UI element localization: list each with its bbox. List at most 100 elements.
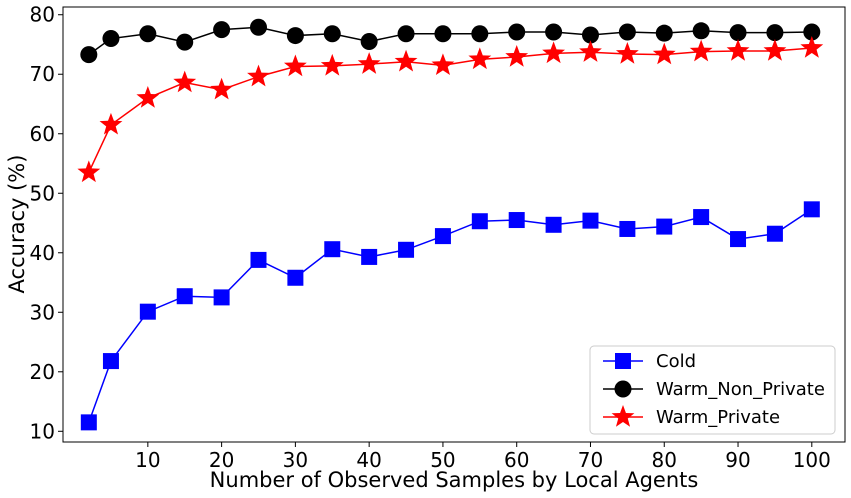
legend-label-warm-non-private: Warm_Non_Private (656, 379, 825, 400)
data-point-cold (471, 213, 488, 230)
data-point-warm-private (99, 112, 123, 135)
x-tick-label: 50 (430, 448, 455, 472)
data-point-cold (508, 212, 525, 229)
data-point-warm-private (579, 40, 602, 62)
data-point-warm-private (800, 36, 824, 58)
x-tick-label: 60 (504, 448, 529, 472)
x-tick-label: 10 (135, 448, 160, 472)
x-tick-label: 80 (652, 448, 677, 472)
data-point-warm-non-private (176, 33, 194, 51)
data-point-warm-non-private (397, 25, 415, 43)
y-tick-label: 20 (30, 360, 55, 384)
data-point-warm-non-private (655, 24, 673, 42)
data-point-warm-non-private (803, 23, 821, 41)
data-point-cold (287, 269, 304, 286)
y-tick-label: 70 (30, 62, 55, 86)
data-point-cold (619, 220, 636, 237)
data-point-cold (250, 251, 267, 268)
data-point-cold (730, 231, 747, 248)
data-point-cold (139, 303, 156, 320)
x-tick-label: 90 (725, 448, 750, 472)
data-point-warm-non-private (581, 26, 599, 44)
legend-marker-cold (615, 353, 631, 369)
legend-marker-warm-private (611, 405, 635, 427)
y-tick-label: 10 (30, 419, 55, 443)
data-point-warm-non-private (360, 33, 378, 51)
data-point-cold (766, 225, 783, 242)
x-tick-label: 40 (356, 448, 381, 472)
data-point-warm-non-private (766, 24, 784, 42)
data-point-warm-non-private (434, 25, 452, 43)
data-point-warm-private (615, 42, 639, 64)
y-axis-label: Accuracy (%) (5, 155, 29, 294)
data-point-cold (545, 216, 562, 233)
y-tick-label: 60 (30, 122, 55, 146)
data-point-cold (693, 209, 710, 226)
data-point-warm-private (136, 86, 160, 108)
data-point-warm-private (320, 53, 344, 76)
data-point-warm-non-private (545, 23, 563, 41)
data-point-warm-private (247, 64, 270, 87)
data-point-cold (102, 353, 119, 370)
y-tick-label: 80 (30, 3, 55, 27)
series-cold (80, 201, 820, 431)
legend: Cold Warm_Non_Private Warm_Private (589, 345, 836, 435)
x-axis: 10 20 30 40 50 60 70 80 90 100 (135, 442, 831, 472)
data-point-warm-non-private (213, 21, 231, 39)
data-point-warm-non-private (250, 18, 267, 36)
x-tick-label: 100 (793, 448, 831, 472)
data-point-cold (213, 289, 230, 306)
data-point-warm-non-private (508, 23, 526, 41)
data-point-warm-private (763, 39, 787, 61)
data-point-warm-private (210, 77, 234, 100)
plot-frame (62, 6, 846, 443)
data-point-warm-private (726, 39, 750, 61)
data-point-warm-private (173, 70, 197, 93)
data-point-warm-non-private (323, 25, 341, 43)
legend-label-cold: Cold (656, 351, 696, 372)
data-point-cold (324, 241, 341, 258)
data-point-warm-private (505, 44, 529, 67)
legend-label-warm-private: Warm_Private (656, 407, 780, 428)
data-point-warm-non-private (286, 27, 304, 45)
data-point-warm-private (652, 42, 676, 65)
data-point-cold (176, 288, 193, 305)
x-tick-label: 30 (283, 448, 308, 472)
data-point-warm-private (689, 39, 713, 62)
series-warm-non-private (80, 18, 821, 64)
x-tick-label: 70 (578, 448, 603, 472)
data-point-warm-private (77, 160, 101, 183)
series-warm-private (77, 36, 824, 183)
plot-area (77, 18, 824, 431)
data-point-warm-non-private (692, 22, 710, 40)
data-point-warm-non-private (80, 46, 98, 64)
data-point-cold (656, 218, 673, 235)
data-point-cold (582, 212, 599, 229)
y-axis: 10 20 30 40 50 60 70 80 (30, 3, 63, 443)
legend-box (589, 345, 836, 435)
data-point-warm-private (283, 54, 307, 77)
data-point-cold (80, 414, 97, 431)
data-point-warm-non-private (618, 23, 636, 41)
x-axis-label: Number of Observed Samples by Local Agen… (210, 468, 699, 492)
data-point-cold (398, 241, 415, 258)
data-point-warm-private (394, 49, 418, 72)
data-point-cold (434, 228, 451, 245)
y-tick-label: 40 (30, 241, 55, 265)
data-point-warm-private (357, 52, 381, 74)
data-point-cold (803, 201, 820, 218)
legend-item-cold: Cold (603, 351, 696, 372)
data-point-cold (361, 248, 378, 265)
data-point-warm-private (431, 53, 455, 76)
data-point-warm-non-private (102, 30, 120, 48)
y-tick-label: 50 (30, 181, 55, 205)
legend-item-warm-private: Warm_Private (603, 405, 780, 428)
data-point-warm-non-private (729, 24, 747, 42)
x-tick-label: 20 (209, 448, 234, 472)
data-point-warm-private (542, 41, 566, 64)
data-point-warm-private (468, 47, 492, 70)
legend-marker-warm-non-private (614, 380, 632, 398)
y-tick-label: 30 (30, 300, 55, 324)
legend-item-warm-non-private: Warm_Non_Private (603, 379, 825, 400)
